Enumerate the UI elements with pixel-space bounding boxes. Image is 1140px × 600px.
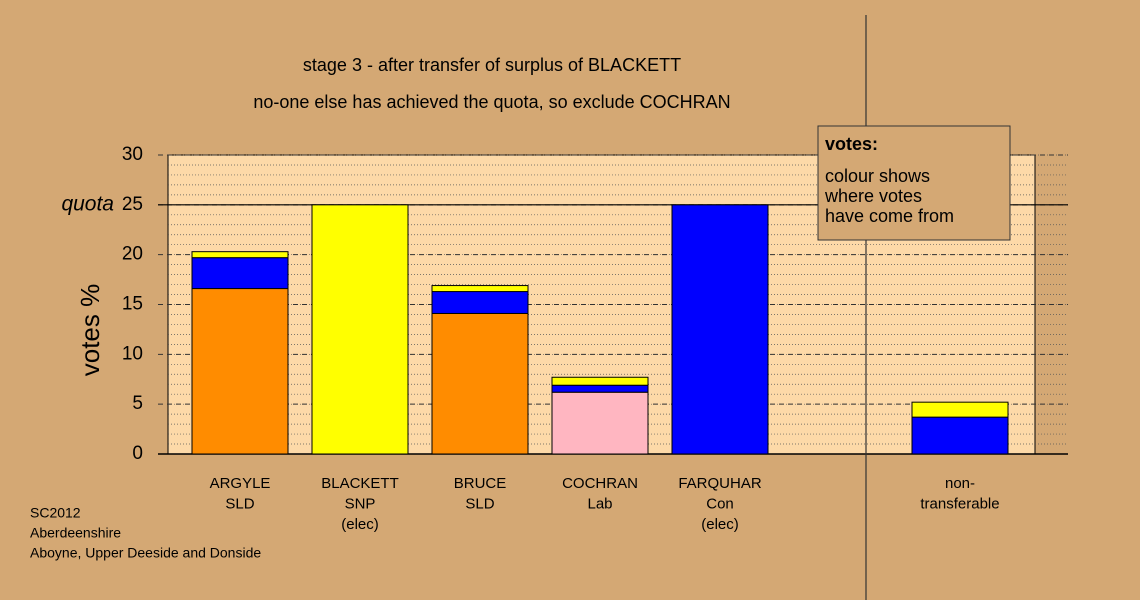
bar-segment [431, 312, 529, 455]
x-tick-label: ARGYLE [210, 475, 271, 492]
legend-line: colour shows [825, 166, 930, 186]
y-tick-label: 25 [122, 194, 143, 215]
bar-segment [191, 251, 289, 259]
x-tick-label: non- [945, 475, 975, 492]
quota-label: quota [61, 192, 114, 215]
x-tick-label: BRUCE [454, 475, 507, 492]
x-tick-label: Lab [587, 495, 612, 512]
bar-segment [551, 376, 649, 386]
x-tick-label: SNP [345, 495, 376, 512]
bar-segment [311, 204, 409, 455]
x-tick-label: (elec) [341, 516, 379, 533]
bar-segment [911, 401, 1009, 418]
x-tick-label: (elec) [701, 516, 739, 533]
x-tick-label: SLD [225, 495, 254, 512]
bar-segment [551, 384, 649, 393]
legend-title: votes: [825, 134, 878, 154]
x-tick-label: COCHRAN [562, 475, 638, 492]
bars [191, 204, 1009, 455]
y-axis-label: votes % [75, 284, 105, 377]
bar-segment [431, 285, 529, 293]
x-tick-label: Con [706, 495, 734, 512]
legend-line: have come from [825, 206, 954, 226]
x-tick-label: FARQUHAR [678, 475, 762, 492]
bar-segment [191, 257, 289, 290]
x-tick-label: BLACKETT [321, 475, 399, 492]
legend-box [817, 125, 1011, 241]
source: SC2012 [30, 505, 81, 521]
y-tick-label: 10 [122, 343, 143, 364]
chart-title: stage 3 - after transfer of surplus of B… [303, 55, 681, 75]
source: Aboyne, Upper Deeside and Donside [30, 545, 261, 561]
legend-line: where votes [824, 186, 922, 206]
x-tick-label: transferable [920, 495, 999, 512]
y-tick-label: 5 [132, 393, 143, 414]
source: Aberdeenshire [30, 525, 121, 541]
y-tick-label: 30 [122, 144, 143, 165]
y-tick-label: 20 [122, 244, 143, 265]
y-tick-label: 0 [132, 443, 143, 464]
bar-segment [191, 288, 289, 455]
y-tick-label: 15 [122, 294, 143, 315]
bar-segment [431, 291, 529, 314]
bar-segment [551, 391, 649, 455]
bar-segment [911, 416, 1009, 455]
bar-segment [671, 204, 769, 455]
chart-subtitle: no-one else has achieved the quota, so e… [253, 92, 730, 112]
x-tick-label: SLD [465, 495, 494, 512]
